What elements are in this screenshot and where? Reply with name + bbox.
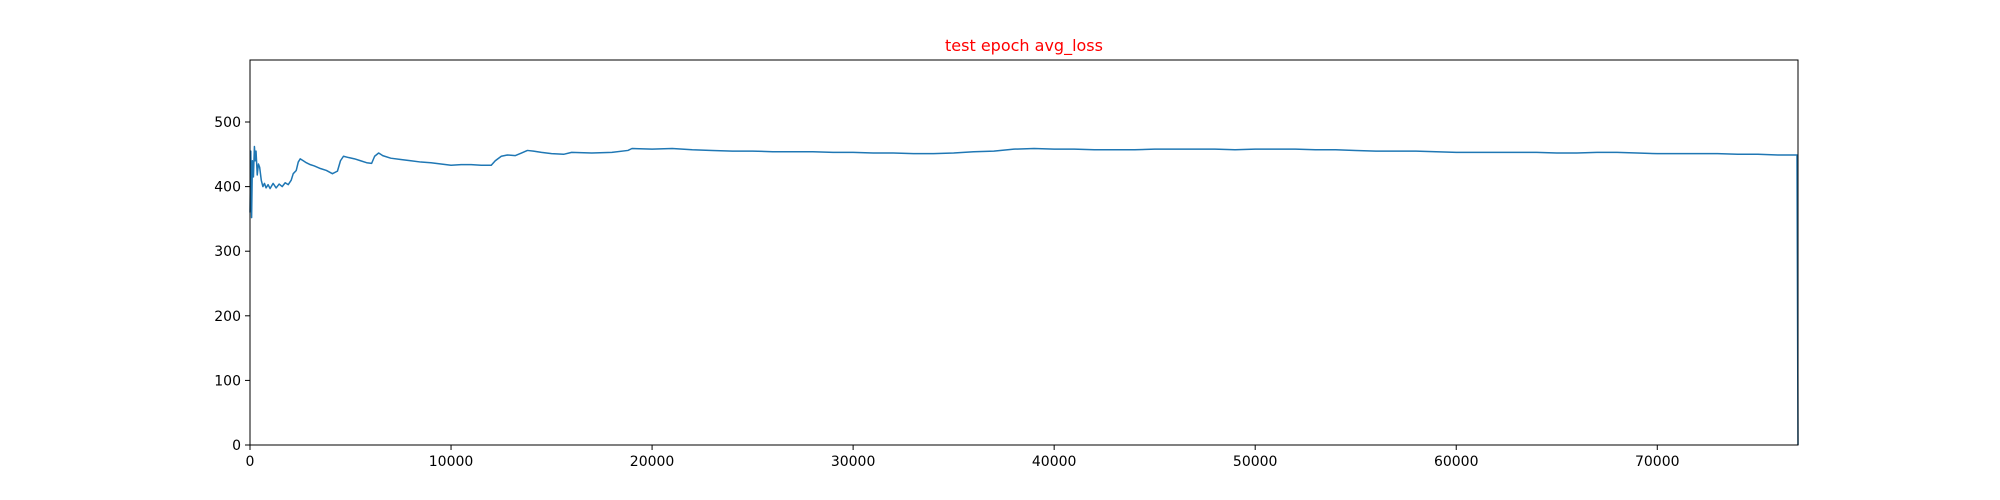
x-tick-label: 40000 — [1032, 454, 1077, 470]
y-tick-label: 300 — [214, 244, 241, 260]
y-tick-label: 200 — [214, 309, 241, 325]
x-tick-label: 50000 — [1233, 454, 1278, 470]
plot-frame — [249, 59, 1799, 446]
x-tick-label: 30000 — [831, 454, 876, 470]
plot-area — [249, 145, 1799, 446]
x-tick-label: 20000 — [630, 454, 675, 470]
y-tick-label: 400 — [214, 180, 241, 196]
x-tick-label: 60000 — [1434, 454, 1479, 470]
y-tick-label: 100 — [214, 373, 241, 389]
chart-title: test epoch avg_loss — [945, 36, 1103, 56]
y-tick-label: 0 — [232, 438, 241, 454]
x-tick-label: 70000 — [1635, 454, 1680, 470]
y-tick-label: 500 — [214, 115, 241, 131]
x-tick-label: 10000 — [429, 454, 474, 470]
loss-series-line — [249, 145, 1799, 446]
y-axis: 0 100 200 300 400 500 — [214, 115, 250, 454]
x-tick-label: 0 — [246, 454, 255, 470]
x-axis: 0 10000 20000 30000 40000 50000 60000 70000 — [246, 445, 1680, 470]
